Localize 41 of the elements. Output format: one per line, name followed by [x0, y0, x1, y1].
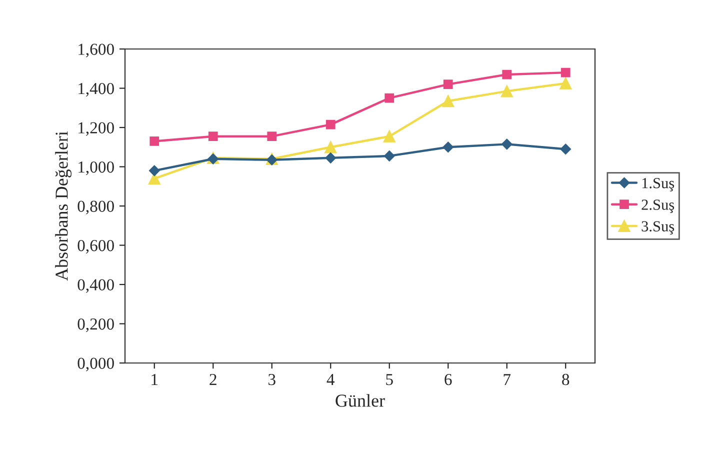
- y-tick-label: 0,600: [78, 240, 114, 254]
- point: [325, 152, 336, 164]
- y-axis-title: Absorbans Değerleri: [55, 131, 72, 281]
- point: [501, 138, 512, 150]
- x-tick-label: 7: [504, 374, 511, 385]
- point: [148, 165, 160, 176]
- x-tick-label: 8: [562, 374, 570, 386]
- point: [560, 68, 570, 78]
- y-tick-label: 0,000: [78, 358, 114, 372]
- x-tick-label: 2: [210, 374, 216, 385]
- y-tick-label: 1,400: [78, 82, 114, 97]
- point: [384, 150, 395, 162]
- y-tick-label: 0,200: [78, 318, 114, 332]
- x-tick-label: 4: [326, 374, 335, 385]
- point: [324, 141, 337, 154]
- y-tick-label: 1,600: [78, 44, 114, 58]
- point: [267, 132, 277, 142]
- x-tick-label: 1: [152, 374, 158, 385]
- point: [442, 94, 454, 108]
- point: [442, 142, 454, 153]
- x-tick-label: 3: [268, 374, 276, 386]
- x-axis-title: Günler: [336, 394, 385, 407]
- y-tick-label: 1,000: [78, 161, 114, 176]
- point: [384, 93, 394, 103]
- point: [208, 132, 218, 142]
- legend-label: 1.Suş: [642, 178, 674, 192]
- x-tick-label: 6: [444, 374, 452, 386]
- legend-label: 2.Suş: [642, 200, 674, 213]
- point: [500, 85, 513, 98]
- y-tick-label: 0,400: [78, 279, 114, 293]
- point: [560, 144, 572, 155]
- point: [443, 80, 453, 90]
- legend-label: 3.Suş: [642, 221, 674, 235]
- x-tick-label: 5: [386, 374, 393, 386]
- y-tick-label: 0,800: [78, 200, 114, 214]
- point: [150, 136, 160, 146]
- point: [383, 130, 396, 142]
- point: [560, 77, 572, 90]
- y-tick-label: 1,200: [78, 122, 114, 136]
- point: [502, 70, 512, 80]
- point: [326, 120, 336, 130]
